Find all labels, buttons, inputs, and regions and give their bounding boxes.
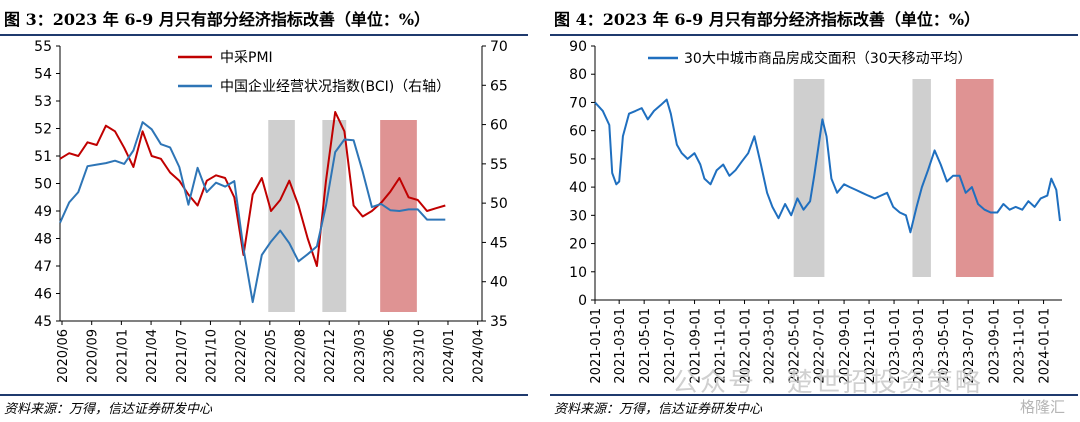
housing-sales-chart: 0 10 20 30 40 50 60 70 80 90 2021-01-01 2021-03-01 2… (569, 39, 1062, 384)
watermark-text: 公众号 · 楚世招投资策略 (672, 368, 983, 398)
y-tick-label: 70 (569, 95, 587, 111)
highlight-band (380, 120, 417, 312)
x-tick-label: 2021/04 (145, 329, 160, 383)
x-tick-label: 2023/10 (412, 329, 427, 383)
y-tick-label: 54 (34, 67, 52, 83)
y2-tick-label: 40 (490, 275, 508, 291)
x-tick-label: 2021/10 (204, 329, 219, 383)
legend-label: 中采PMI (220, 50, 273, 66)
y-tick-label: 0 (578, 293, 587, 309)
housing-sales-line (594, 98, 1061, 234)
x-tick-label: 2023-07-01 (962, 308, 977, 384)
y-tick-label: 80 (569, 67, 587, 83)
legend-label: 30大中城市商品房成交面积（30天移动平均） (684, 50, 972, 67)
y-tick-label: 46 (34, 287, 52, 303)
pmi-line (59, 111, 446, 267)
x-tick-label: 2020/06 (56, 329, 71, 383)
y2-tick-label: 50 (490, 196, 508, 212)
y-tick-label: 50 (569, 152, 587, 168)
x-tick-label: 2024/01 (442, 329, 457, 383)
y2-tick-label: 35 (490, 314, 508, 330)
figure-4-panel: 图 4：2023 年 6-9 月只有部分经济指标改善（单位：%） 0 10 20 30… (550, 0, 1080, 422)
x-tick-label: 2022/02 (234, 329, 249, 383)
y2-tick-label: 55 (490, 157, 508, 173)
x-tick-label: 2021-03-01 (613, 308, 628, 384)
y-tick-label: 53 (34, 94, 52, 110)
x-tick-label: 2023-03-01 (912, 308, 927, 384)
x-tick-label: 2022/05 (264, 329, 279, 383)
watermark-logo: 格隆汇 (1020, 398, 1066, 416)
y-tick-label: 10 (569, 265, 587, 281)
y-tick-label: 55 (34, 39, 52, 55)
x-tick-label: 2022-01-01 (739, 308, 754, 384)
x-tick-label: 2021-09-01 (689, 308, 704, 384)
figure-4-source: 资料来源：万得，信达证券研发中心 (554, 402, 763, 417)
x-tick-label: 2021/07 (175, 329, 190, 383)
x-tick-label: 2022/12 (323, 329, 338, 383)
x-tick-label: 2022-03-01 (763, 308, 778, 384)
y2-tick-label: 65 (490, 78, 508, 94)
figure-3-title: 图 3：2023 年 6-9 月只有部分经济指标改善（单位：%） (4, 10, 431, 29)
y-tick-label: 48 (34, 232, 52, 248)
legend-label: 中国企业经营状况指数(BCI)（右轴） (220, 78, 450, 95)
highlight-band (793, 79, 825, 277)
x-tick-label: 2023-05-01 (937, 308, 952, 384)
x-tick-label: 2021-05-01 (638, 308, 653, 384)
y-tick-label: 45 (34, 314, 52, 330)
x-tick-label: 2022/08 (294, 329, 309, 383)
y-tick-label: 50 (34, 177, 52, 193)
source-rule (0, 394, 528, 396)
x-tick-label: 2022-09-01 (838, 308, 853, 384)
y-tick-label: 49 (34, 204, 52, 220)
title-rule (550, 34, 1078, 36)
x-tick-label: 2021-01-01 (589, 308, 604, 384)
y2-tick-label: 70 (490, 39, 508, 55)
source-rule (550, 394, 1078, 396)
x-tick-label: 2024/04 (472, 329, 487, 383)
pmi-bci-chart: 45 46 47 48 49 50 51 52 53 54 55 35 40 45 50 55 60 65 70 20… (34, 39, 508, 383)
highlight-band (268, 120, 295, 312)
y2-tick-label: 45 (490, 235, 508, 251)
x-tick-label: 2021/01 (115, 329, 130, 383)
x-tick-label: 2023-01-01 (888, 308, 903, 384)
highlight-band (955, 79, 994, 277)
y-tick-label: 52 (34, 122, 52, 138)
y2-tick-label: 60 (490, 118, 508, 134)
figure-3-source: 资料来源：万得，信达证券研发中心 (4, 402, 213, 417)
y-tick-label: 60 (569, 124, 587, 140)
y-tick-label: 51 (34, 149, 52, 165)
x-tick-label: 2021-11-01 (714, 308, 729, 384)
y-tick-label: 47 (34, 259, 52, 275)
x-tick-label: 2022-05-01 (788, 308, 803, 384)
x-tick-label: 2021-07-01 (663, 308, 678, 384)
x-tick-label: 2020/09 (86, 329, 101, 383)
x-tick-label: 2022-11-01 (863, 308, 878, 384)
bci-line (59, 121, 446, 304)
highlight-band (322, 120, 347, 312)
y-tick-label: 20 (569, 237, 587, 253)
x-tick-label: 2023-09-01 (988, 308, 1003, 384)
x-tick-label: 2023/06 (383, 329, 398, 383)
y-tick-label: 40 (569, 180, 587, 196)
highlight-band (912, 79, 931, 277)
figure-3-panel: 图 3：2023 年 6-9 月只有部分经济指标改善（单位：%） 45 46 47 4… (0, 0, 530, 422)
title-rule (0, 34, 528, 36)
x-tick-label: 2023/03 (353, 329, 368, 383)
x-tick-label: 2024-01-01 (1038, 308, 1053, 384)
y-tick-label: 30 (569, 208, 587, 224)
x-tick-label: 2022-07-01 (813, 308, 828, 384)
x-tick-label: 2023-11-01 (1013, 308, 1028, 384)
figure-4-title: 图 4：2023 年 6-9 月只有部分经济指标改善（单位：%） (554, 10, 981, 29)
y-tick-label: 90 (569, 39, 587, 55)
